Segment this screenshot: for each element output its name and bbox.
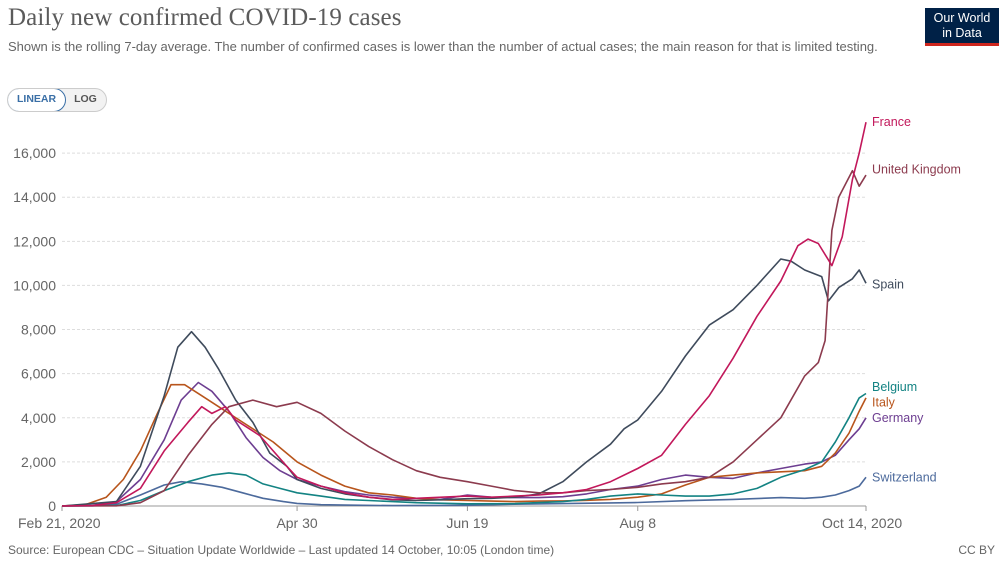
series-line-italy xyxy=(61,383,867,507)
series-label-switzerland: Switzerland xyxy=(872,470,937,484)
chart-subtitle: Shown is the rolling 7-day average. The … xyxy=(8,39,878,54)
chart-title: Daily new confirmed COVID-19 cases xyxy=(8,4,402,31)
source-note[interactable]: Source: European CDC – Situation Update … xyxy=(8,543,555,557)
x-tick-label: Feb 21, 2020 xyxy=(18,515,101,531)
x-tick-label: Apr 30 xyxy=(276,515,317,531)
linear-scale-button[interactable]: LINEAR xyxy=(7,89,67,111)
series-label-belgium: Belgium xyxy=(872,380,917,394)
log-scale-button[interactable]: LOG xyxy=(74,93,97,105)
series-line-switzerland xyxy=(61,476,867,507)
series-line-germany xyxy=(61,381,867,507)
y-tick-label: 4,000 xyxy=(21,410,56,426)
series-line-france xyxy=(61,122,867,507)
series-label-spain: Spain xyxy=(872,277,904,291)
series-label-united-kingdom: United Kingdom xyxy=(872,163,961,177)
series-line-united-kingdom xyxy=(61,169,867,507)
y-tick-label: 16,000 xyxy=(13,145,56,161)
y-tick-label: 10,000 xyxy=(13,277,56,293)
logo-line-2: in Data xyxy=(942,25,982,40)
y-tick-label: 6,000 xyxy=(21,366,56,382)
series-label-france: France xyxy=(872,115,911,129)
logo-line-1: Our World xyxy=(933,11,991,25)
series-line-belgium xyxy=(61,392,867,507)
y-tick-label: 0 xyxy=(48,498,56,514)
series-line-spain xyxy=(61,258,867,507)
y-tick-label: 2,000 xyxy=(21,454,56,470)
logo-accent-bar xyxy=(925,43,999,46)
x-tick-label: Aug 8 xyxy=(619,515,656,531)
license-note[interactable]: CC BY xyxy=(958,543,995,557)
y-tick-label: 8,000 xyxy=(21,322,56,338)
x-tick-label: Jun 19 xyxy=(446,515,488,531)
series-label-italy: Italy xyxy=(872,395,896,409)
y-tick-label: 12,000 xyxy=(13,233,56,249)
y-tick-label: 14,000 xyxy=(13,189,56,205)
series-label-germany: Germany xyxy=(872,411,924,425)
x-tick-label: Oct 14, 2020 xyxy=(822,515,902,531)
owid-logo[interactable]: Our World in Data xyxy=(925,8,999,46)
scale-toggle: LINEAR LOG xyxy=(7,88,107,112)
